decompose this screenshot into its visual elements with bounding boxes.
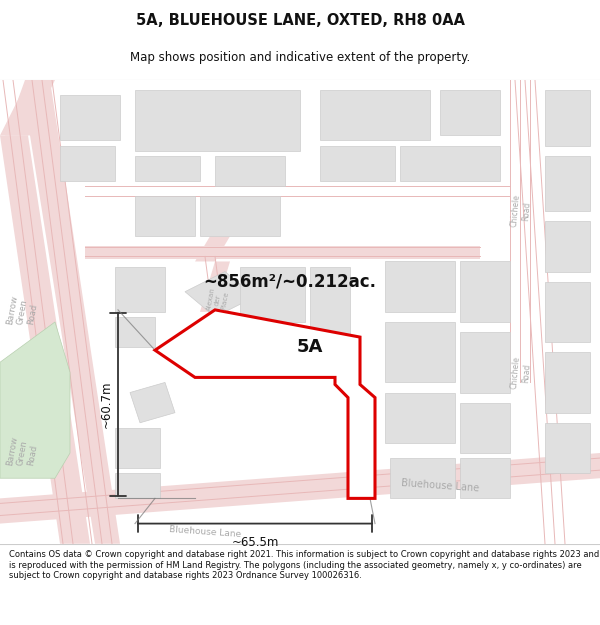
Polygon shape bbox=[135, 196, 195, 236]
Polygon shape bbox=[460, 402, 510, 453]
Polygon shape bbox=[195, 236, 230, 261]
Polygon shape bbox=[200, 196, 280, 236]
Polygon shape bbox=[135, 90, 300, 151]
Text: Bluehouse Lane: Bluehouse Lane bbox=[169, 524, 241, 539]
Text: 5A, BLUEHOUSE LANE, OXTED, RH8 0AA: 5A, BLUEHOUSE LANE, OXTED, RH8 0AA bbox=[136, 13, 464, 28]
Text: Chichele
Road: Chichele Road bbox=[510, 355, 532, 389]
Polygon shape bbox=[0, 453, 600, 524]
Polygon shape bbox=[385, 261, 455, 312]
Polygon shape bbox=[385, 392, 455, 443]
Polygon shape bbox=[390, 458, 455, 498]
Polygon shape bbox=[545, 282, 590, 342]
Polygon shape bbox=[460, 332, 510, 392]
Polygon shape bbox=[460, 261, 510, 322]
Polygon shape bbox=[130, 382, 175, 423]
Polygon shape bbox=[135, 156, 200, 181]
Polygon shape bbox=[400, 146, 500, 181]
Polygon shape bbox=[115, 266, 165, 312]
Polygon shape bbox=[215, 156, 285, 186]
Polygon shape bbox=[545, 352, 590, 412]
Polygon shape bbox=[5, 80, 120, 544]
Polygon shape bbox=[385, 322, 455, 382]
Polygon shape bbox=[545, 221, 590, 271]
Polygon shape bbox=[240, 266, 305, 322]
Polygon shape bbox=[115, 473, 160, 498]
Polygon shape bbox=[545, 156, 590, 211]
Polygon shape bbox=[200, 261, 230, 312]
Polygon shape bbox=[0, 322, 70, 478]
Text: Barrow
Green
Road: Barrow Green Road bbox=[5, 436, 39, 470]
Polygon shape bbox=[155, 310, 375, 498]
Polygon shape bbox=[85, 246, 480, 259]
Text: Chichele
Road: Chichele Road bbox=[510, 194, 532, 228]
Text: ~856m²/~0.212ac.: ~856m²/~0.212ac. bbox=[203, 272, 377, 291]
Polygon shape bbox=[115, 428, 160, 468]
Polygon shape bbox=[320, 146, 395, 181]
Text: ~60.7m: ~60.7m bbox=[100, 381, 113, 428]
Polygon shape bbox=[60, 95, 120, 141]
Polygon shape bbox=[460, 458, 510, 498]
Text: Alexan
der
Place: Alexan der Place bbox=[206, 286, 230, 313]
Text: Contains OS data © Crown copyright and database right 2021. This information is : Contains OS data © Crown copyright and d… bbox=[9, 550, 599, 580]
Polygon shape bbox=[440, 90, 500, 136]
Polygon shape bbox=[320, 90, 430, 141]
Polygon shape bbox=[545, 90, 590, 146]
Polygon shape bbox=[310, 266, 350, 342]
Text: Barrow
Green
Road: Barrow Green Road bbox=[5, 294, 39, 329]
Text: Bluehouse Lane: Bluehouse Lane bbox=[401, 478, 479, 493]
Polygon shape bbox=[115, 317, 155, 347]
Polygon shape bbox=[0, 80, 55, 136]
Polygon shape bbox=[60, 146, 115, 181]
Polygon shape bbox=[185, 271, 255, 317]
Text: Map shows position and indicative extent of the property.: Map shows position and indicative extent… bbox=[130, 51, 470, 64]
Polygon shape bbox=[0, 136, 90, 544]
Polygon shape bbox=[240, 332, 305, 372]
Polygon shape bbox=[545, 422, 590, 473]
Text: 5A: 5A bbox=[297, 338, 323, 356]
Text: ~65.5m: ~65.5m bbox=[232, 536, 278, 549]
